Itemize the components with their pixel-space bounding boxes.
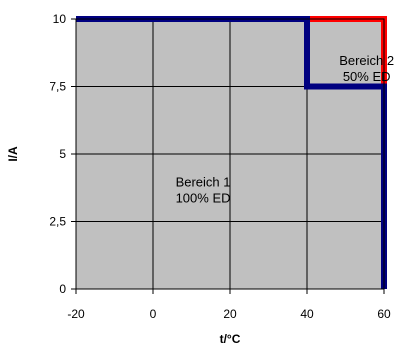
y-tick-label: 5 <box>59 147 66 161</box>
x-tick-label: 60 <box>377 307 391 321</box>
annotation-label-1: Bereich 1 100% ED <box>176 174 231 205</box>
y-tick-label: 7,5 <box>49 80 66 94</box>
x-tick-label: -20 <box>67 307 85 321</box>
annotation-line: Bereich 2 <box>339 53 394 68</box>
annotation-line: 50% ED <box>343 69 391 84</box>
annotations: Bereich 1 100% ED Bereich 2 50% ED <box>176 53 395 205</box>
x-tick-label: 20 <box>223 307 237 321</box>
y-tick-label: 0 <box>59 282 66 296</box>
x-tick-label: 0 <box>150 307 157 321</box>
annotation-line: Bereich 1 <box>176 174 231 189</box>
y-tick-label: 2,5 <box>49 215 66 229</box>
annotation-line: 100% ED <box>176 190 231 205</box>
x-tick-label: 40 <box>300 307 314 321</box>
y-axis-title: I/A <box>6 146 20 162</box>
y-tick-label: 10 <box>53 12 67 26</box>
x-axis-title: t/°C <box>220 332 241 346</box>
annotation-label-2: Bereich 2 50% ED <box>339 53 394 84</box>
y-axis-ticks: 0 2,5 5 7,5 10 <box>49 12 76 296</box>
x-axis-ticks: -20 0 20 40 60 <box>67 289 391 321</box>
